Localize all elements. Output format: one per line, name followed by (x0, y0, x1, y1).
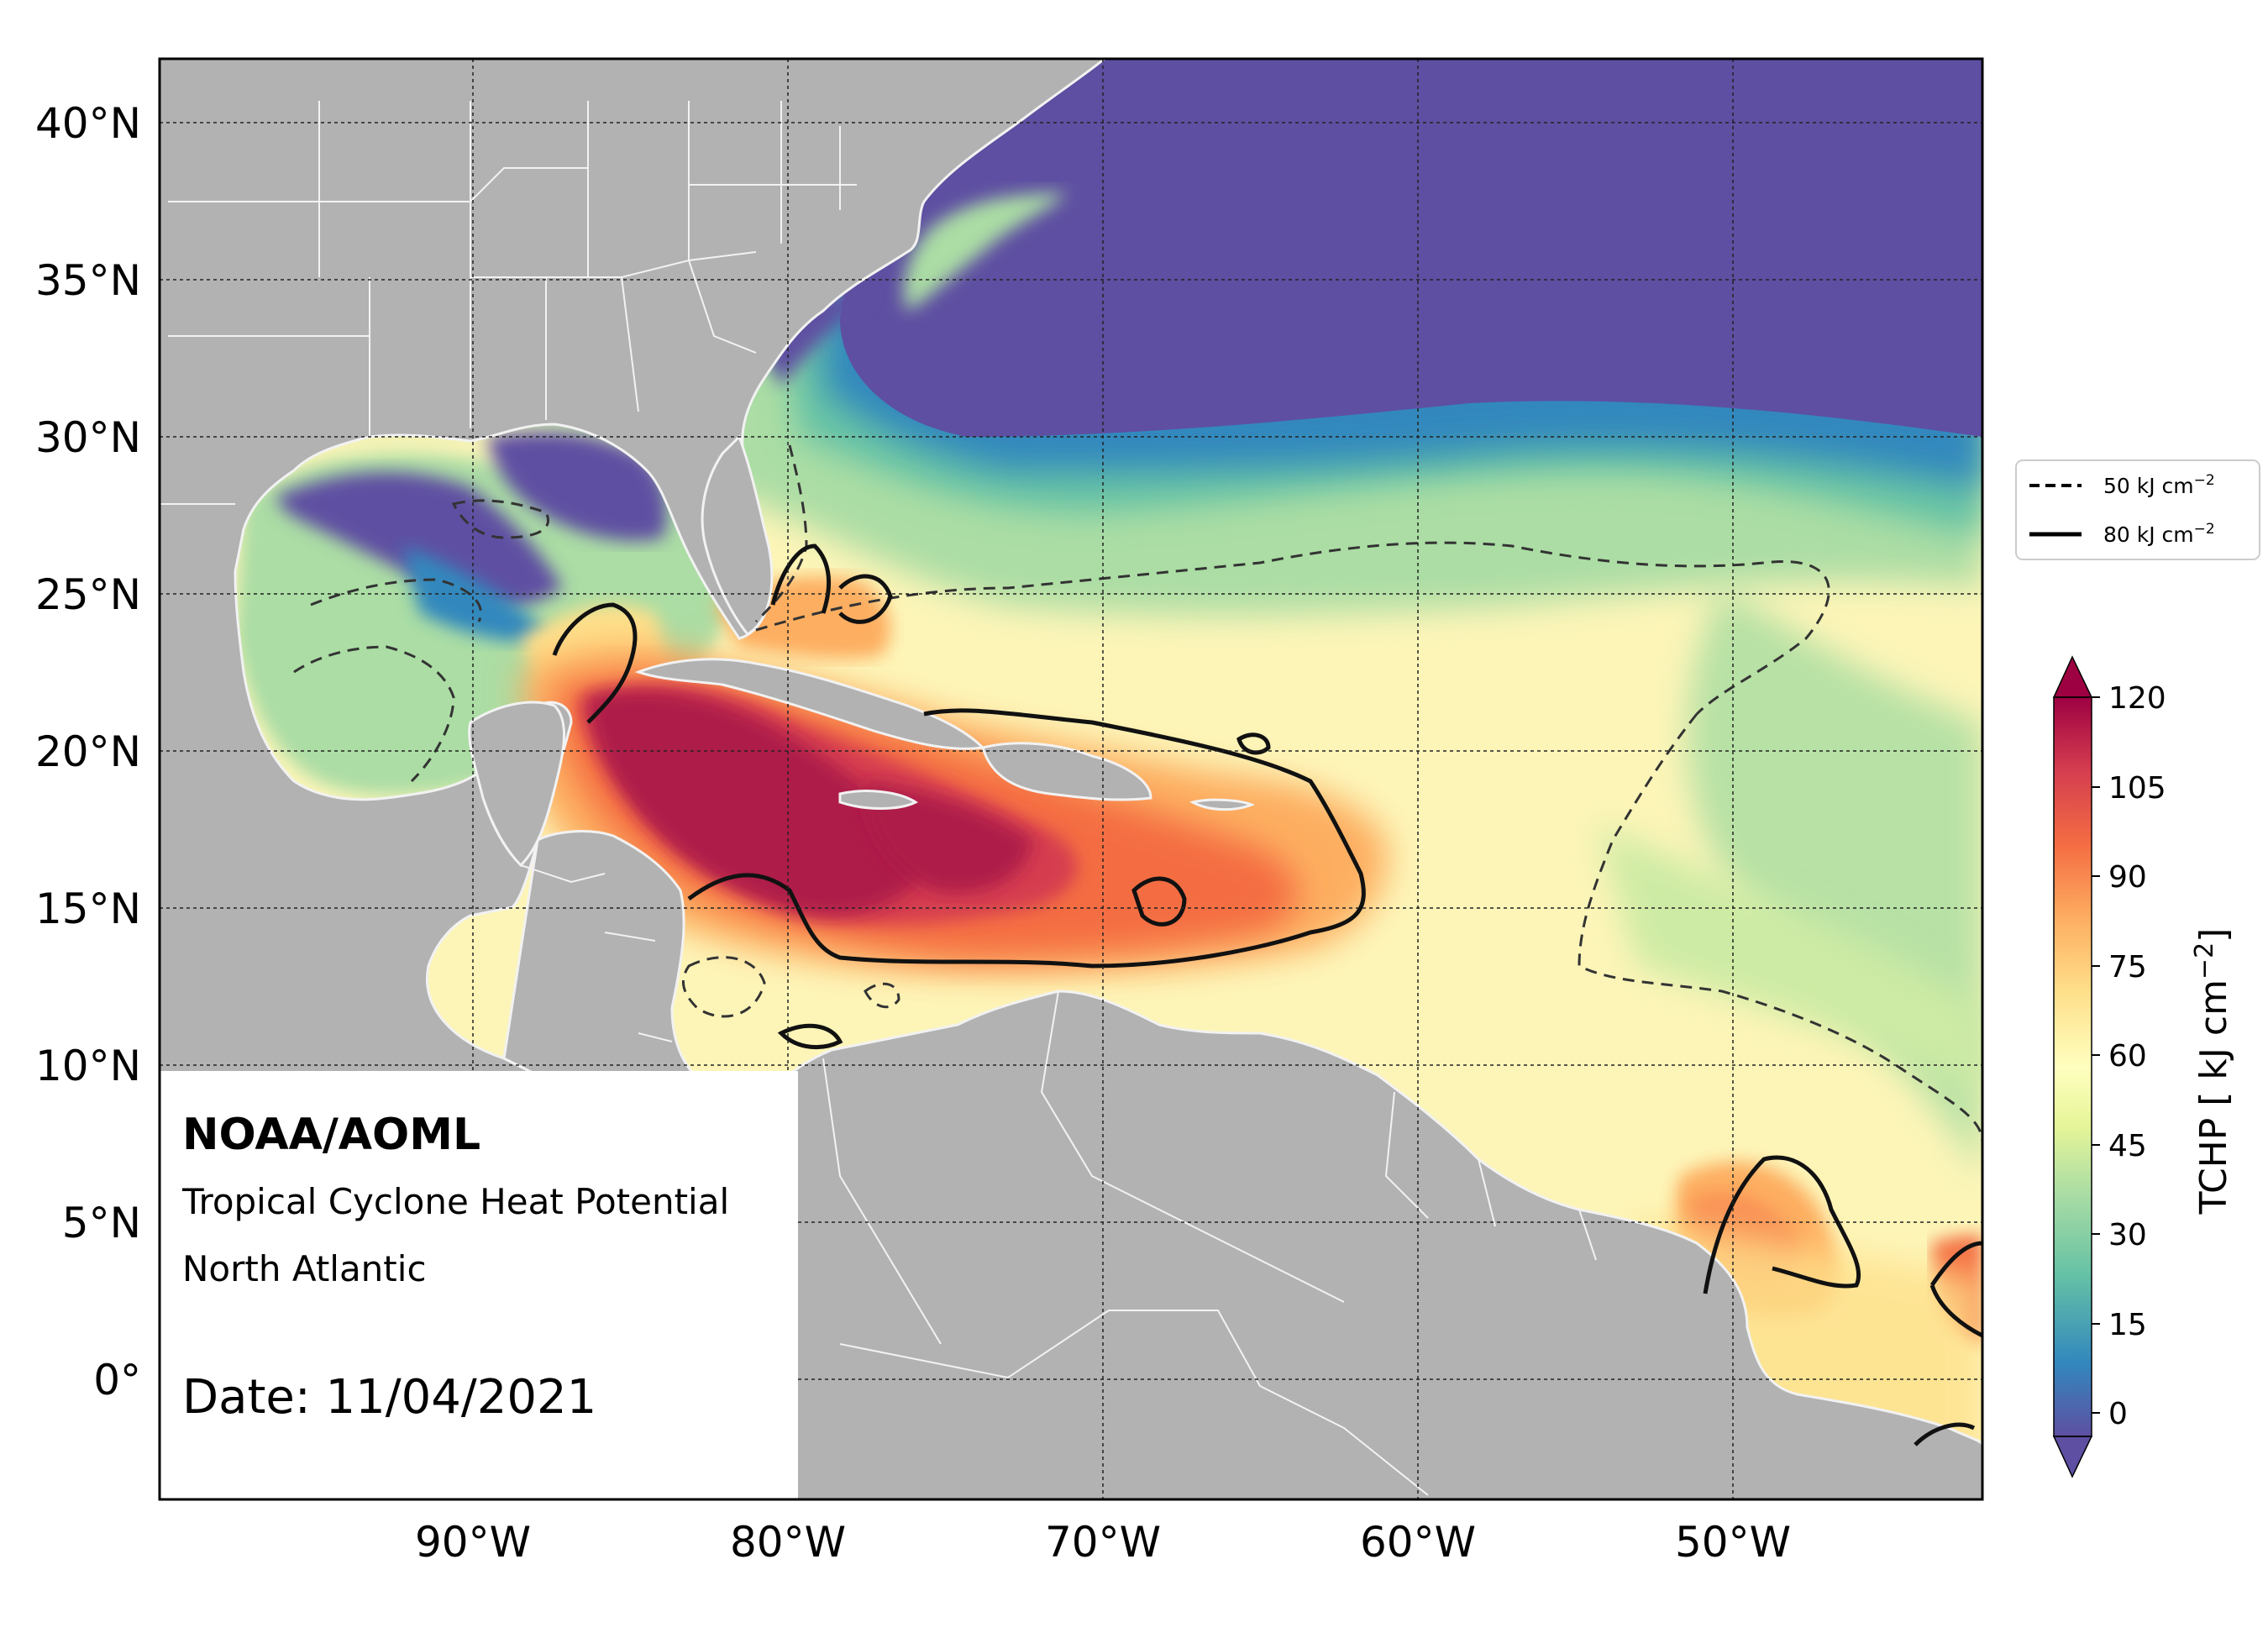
colorbar-max-arrow (2052, 655, 2093, 698)
colorbar-tick: 0 (2108, 1397, 2128, 1431)
colorbar-tick: 60 (2108, 1039, 2147, 1074)
region-title: North Atlantic (182, 1248, 427, 1289)
lat-tick: 25°N (35, 570, 141, 619)
lat-tick: 0° (93, 1356, 141, 1404)
map-frame (158, 57, 1984, 1501)
colorbar-min-arrow (2052, 1436, 2093, 1478)
lon-tick: 80°W (730, 1518, 846, 1567)
date-label: Date: 11/04/2021 (182, 1370, 596, 1425)
lon-tick: 70°W (1045, 1518, 1161, 1567)
colorbar-tick: 105 (2108, 771, 2166, 806)
lat-tick: 15°N (35, 885, 141, 933)
legend-solid-label: 80 kJ cm−2 (2103, 521, 2215, 547)
colorbar-gradient (2054, 697, 2092, 1436)
lat-tick: 10°N (35, 1042, 141, 1090)
lon-tick: 50°W (1675, 1518, 1791, 1567)
colorbar-tick: 30 (2108, 1218, 2147, 1252)
lon-axis: 90°W 80°W 70°W 60°W 50°W (415, 1518, 1791, 1567)
legend-dashed-label: 50 kJ cm−2 (2103, 472, 2215, 498)
colorbar-label: TCHP [ kJ cm−2] (2190, 928, 2235, 1215)
contour-80 (552, 543, 1982, 1446)
colorbar-tick: 75 (2108, 950, 2147, 984)
product-title: Tropical Cyclone Heat Potential (181, 1181, 729, 1222)
lat-tick: 30°N (35, 413, 141, 462)
colorbar-tick: 15 (2108, 1308, 2147, 1342)
info-box (160, 1071, 798, 1499)
org-title: NOAA/AOML (182, 1110, 480, 1160)
lon-tick: 90°W (415, 1518, 531, 1567)
lat-axis: 40°N 35°N 30°N 25°N 20°N 15°N 10°N 5°N 0… (35, 99, 141, 1404)
colorbar-tick: 45 (2108, 1129, 2147, 1163)
contour-legend: 50 kJ cm−2 80 kJ cm−2 (2015, 459, 2260, 560)
colorbar-tick: 90 (2108, 860, 2147, 895)
lat-tick: 40°N (35, 99, 141, 148)
lat-tick: 20°N (35, 727, 141, 776)
lat-tick: 35°N (35, 256, 141, 305)
colorbar-tick: 120 (2108, 681, 2166, 716)
colorbar: 120 105 90 75 60 45 30 15 0 TCHP [ kJ cm… (2052, 655, 2235, 1478)
lat-tick: 5°N (62, 1199, 141, 1247)
lon-tick: 60°W (1360, 1518, 1476, 1567)
borders (160, 101, 1597, 1496)
map-field (160, 59, 1982, 1499)
